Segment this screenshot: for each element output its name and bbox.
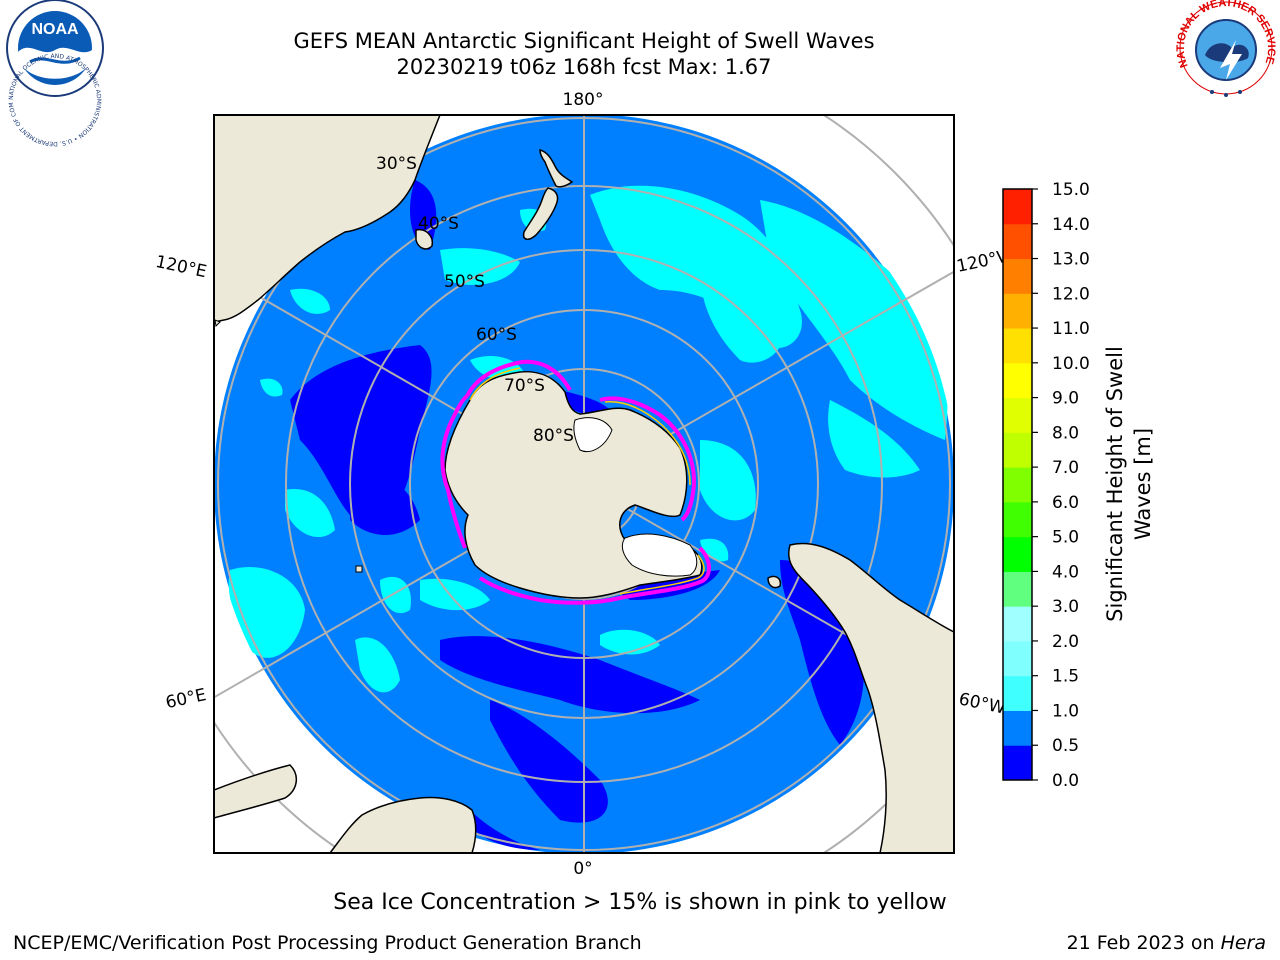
colorbar-cell <box>1003 467 1032 503</box>
colorbar-tick-label: 5.0 <box>1052 528 1079 548</box>
lat-label-80: 80°S <box>533 426 574 446</box>
colorbar-tick-label: 10.0 <box>1052 354 1090 374</box>
colorbar-cell <box>1003 501 1032 538</box>
colorbar-tick-label: 9.0 <box>1052 389 1079 409</box>
colorbar-label-line2: Waves [m] <box>1131 428 1155 540</box>
colorbar-tick-label: 1.5 <box>1052 667 1079 687</box>
lon-label-top: 180° <box>563 90 604 110</box>
colorbar-cells <box>1003 189 1032 781</box>
lat-label-70: 70°S <box>504 376 545 396</box>
noaa-logo: NOAA NATIONAL OCEANIC AND ATMOSPHERIC AD… <box>0 0 104 147</box>
antarctica <box>440 359 711 605</box>
lon-label-bottom: 0° <box>573 859 592 879</box>
sea-ice-note: Sea Ice Concentration > 15% is shown in … <box>333 890 947 915</box>
colorbar-label-line1: Significant Height of Swell <box>1103 346 1127 622</box>
swell-mid-patches <box>228 185 948 693</box>
colorbar-cell <box>1003 362 1032 399</box>
colorbar-cell <box>1003 640 1032 677</box>
africa <box>329 796 477 853</box>
lon-label-lower-left: 60°E <box>164 685 208 713</box>
colorbar-cell <box>1003 397 1032 433</box>
ross-ice-shelf <box>573 417 613 453</box>
colorbar-cell <box>1003 745 1032 781</box>
colorbar-cell <box>1003 606 1032 642</box>
colorbar-cell <box>1003 536 1032 572</box>
colorbar-tick-label: 0.0 <box>1052 771 1079 791</box>
colorbar-tick-label: 6.0 <box>1052 493 1079 513</box>
colorbar-frame <box>1002 188 1033 781</box>
colorbar: 0.0 0.5 1.0 1.5 2.0 3.0 4.0 5.0 6.0 7.0 8.0 9.0 10.0… <box>1002 180 1155 791</box>
weddell-ice-shelf <box>621 533 698 577</box>
colorbar-tick-label: 2.0 <box>1052 632 1079 652</box>
lat-label-50: 50°S <box>444 272 485 292</box>
colorbar-cell <box>1003 293 1032 329</box>
footer-branch: NCEP/EMC/Verification Post Processing Pr… <box>13 932 642 954</box>
colorbar-tick-label: 14.0 <box>1052 215 1090 235</box>
map-frame <box>213 114 955 854</box>
colorbar-tick-label: 11.0 <box>1052 319 1090 339</box>
lat-label-40: 40°S <box>418 214 459 234</box>
latitude-labels: 30°S 40°S 50°S 60°S 70°S 80°S <box>376 154 574 446</box>
lat-label-60: 60°S <box>476 325 517 345</box>
figure-subtitle: 20230219 t06z 168h fcst Max: 1.67 <box>396 55 772 79</box>
colorbar-cell <box>1003 258 1032 294</box>
figure-title: GEFS MEAN Antarctic Significant Height o… <box>293 29 875 53</box>
lon-label-lower-right: 60°W <box>957 689 1007 718</box>
colorbar-cell <box>1003 571 1032 607</box>
lat-label-30: 30°S <box>376 154 417 174</box>
new-zealand <box>522 149 574 240</box>
madagascar <box>214 764 297 819</box>
colorbar-ticks: 0.0 0.5 1.0 1.5 2.0 3.0 4.0 5.0 6.0 7.0 8.0 9.0 10.0… <box>1032 180 1090 791</box>
colorbar-tick-label: 8.0 <box>1052 423 1079 443</box>
colorbar-cell <box>1003 432 1032 468</box>
colorbar-tick-label: 15.0 <box>1052 180 1090 200</box>
lon-label-upper-left: 120°E <box>154 252 209 282</box>
colorbar-cell <box>1003 675 1032 711</box>
noaa-logo-text: NOAA <box>31 21 79 38</box>
colorbar-cell <box>1003 189 1032 225</box>
colorbar-cell <box>1003 223 1032 260</box>
colorbar-tick-label: 12.0 <box>1052 284 1090 304</box>
island-markers <box>214 319 363 573</box>
south-america <box>767 542 954 853</box>
colorbar-tick-label: 1.0 <box>1052 701 1079 721</box>
colorbar-cell <box>1003 328 1032 364</box>
sea-ice-edge <box>440 359 711 605</box>
colorbar-tick-label: 3.0 <box>1052 597 1079 617</box>
footer-date: 21 Feb 2023 on Hera <box>1067 932 1266 954</box>
colorbar-tick-label: 13.0 <box>1052 250 1090 270</box>
colorbar-tick-label: 4.0 <box>1052 562 1079 582</box>
colorbar-tick-label: 7.0 <box>1052 458 1079 478</box>
map-panel: 30°S 40°S 50°S 60°S 70°S 80°S <box>214 115 954 853</box>
footer-date-text: 21 Feb 2023 on <box>1066 932 1221 954</box>
footer-machine: Hera <box>1220 932 1266 954</box>
australia <box>214 115 441 323</box>
colorbar-cell <box>1003 710 1032 746</box>
colorbar-tick-label: 0.5 <box>1052 736 1079 756</box>
nws-logo: NATIONAL WEATHER SERVICE <box>1175 0 1277 97</box>
